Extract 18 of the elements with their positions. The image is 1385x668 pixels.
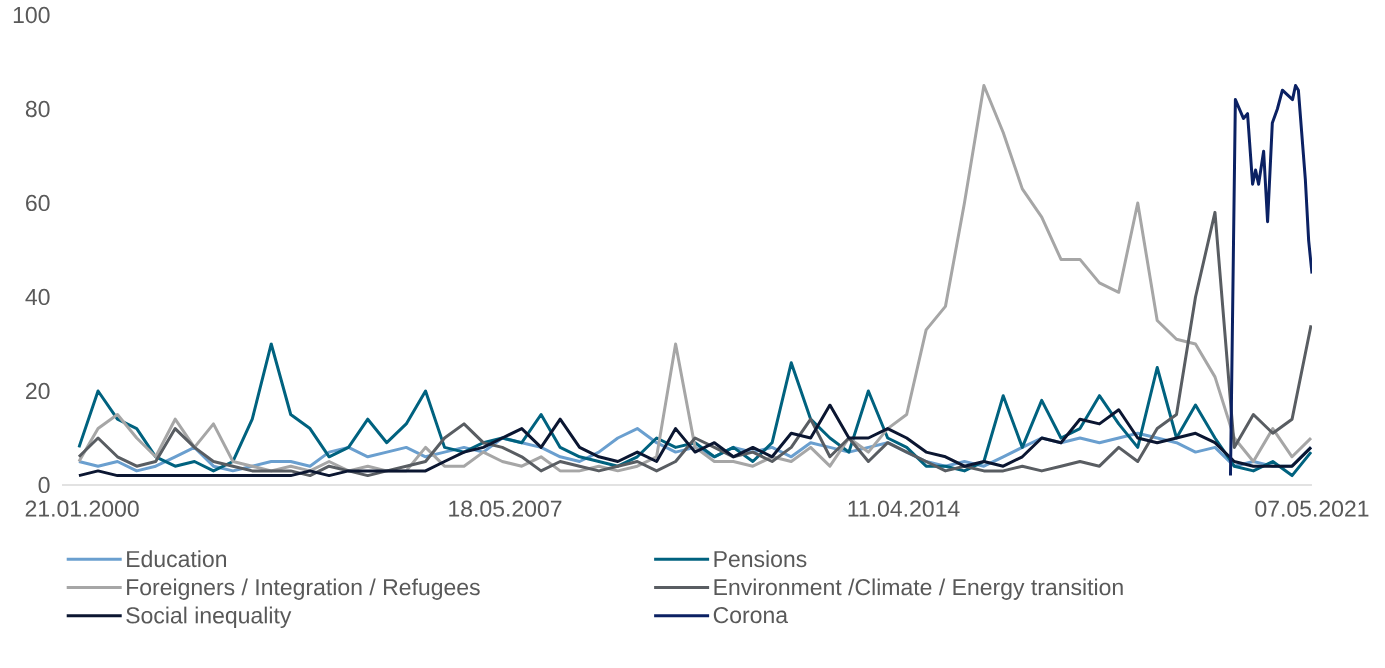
legend-label: Social inequality [126, 606, 292, 629]
x-tick-label: 07.05.2021 [1255, 500, 1369, 517]
legend-label: Environment /Climate / Energy transition [714, 578, 1123, 600]
legend-label: Pensions [714, 550, 807, 568]
x-tick-label: 18.05.2007 [449, 500, 562, 517]
legend-label: Education [127, 550, 227, 568]
y-tick-label: 80 [25, 100, 50, 118]
y-tick-label: 40 [25, 288, 50, 306]
x-tick-label: 21.01.2000 [25, 500, 139, 517]
line-series [77, 83, 1312, 473]
legend-label: Foreigners / Integration / Refugees [127, 578, 480, 600]
y-tick-label: 20 [26, 382, 50, 400]
y-tick-label: 100 [13, 6, 50, 24]
y-tick-label: 60 [26, 194, 50, 212]
legend-label: Corona [713, 606, 789, 624]
x-tick-label: 11.04.2014 [848, 500, 960, 517]
y-tick-label: 0 [38, 476, 50, 494]
line-series [1228, 83, 1312, 478]
